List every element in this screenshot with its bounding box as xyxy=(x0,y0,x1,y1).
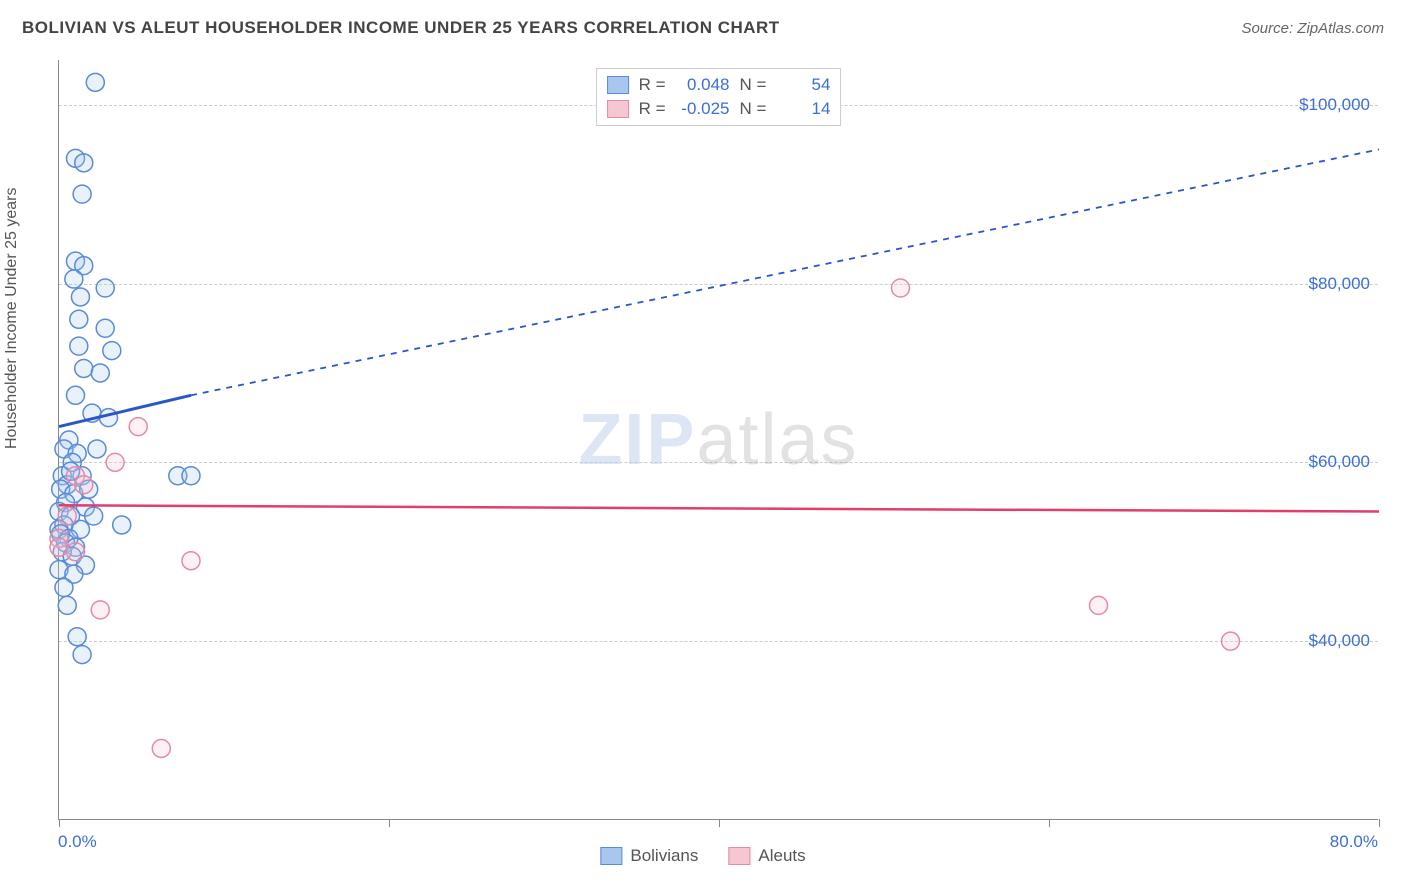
chart-title: BOLIVIAN VS ALEUT HOUSEHOLDER INCOME UND… xyxy=(22,18,780,38)
regression-line-solid xyxy=(59,505,1379,511)
legend-label-aleuts: Aleuts xyxy=(758,846,805,866)
y-axis-title: Householder Income Under 25 years xyxy=(3,188,21,449)
legend-item-aleuts: Aleuts xyxy=(728,846,805,866)
data-point xyxy=(86,73,104,91)
data-point xyxy=(85,507,103,525)
legend-correlation: R = 0.048 N = 54 R = -0.025 N = 14 xyxy=(596,68,842,126)
r-label: R = xyxy=(639,75,666,95)
data-point xyxy=(1090,596,1108,614)
scatter-svg xyxy=(59,60,1379,820)
data-point xyxy=(67,543,85,561)
data-point xyxy=(96,319,114,337)
x-tick xyxy=(719,819,720,827)
chart-header: BOLIVIAN VS ALEUT HOUSEHOLDER INCOME UND… xyxy=(0,0,1406,38)
regression-line-dashed xyxy=(191,149,1379,395)
x-label-min: 0.0% xyxy=(58,832,97,852)
x-tick xyxy=(59,819,60,827)
data-point xyxy=(73,646,91,664)
swatch-bolivians-bottom xyxy=(600,847,622,865)
data-point xyxy=(67,386,85,404)
data-point xyxy=(103,342,121,360)
data-point xyxy=(182,552,200,570)
x-label-max: 80.0% xyxy=(1330,832,1378,852)
n-label: N = xyxy=(740,75,767,95)
x-tick xyxy=(389,819,390,827)
data-point xyxy=(88,440,106,458)
n-label: N = xyxy=(740,99,767,119)
r-value-bolivians: 0.048 xyxy=(676,75,730,95)
data-point xyxy=(70,310,88,328)
data-point xyxy=(152,739,170,757)
legend-item-bolivians: Bolivians xyxy=(600,846,698,866)
data-point xyxy=(55,579,73,597)
legend-series: Bolivians Aleuts xyxy=(600,846,805,866)
data-point xyxy=(182,467,200,485)
data-point xyxy=(91,364,109,382)
legend-row-aleuts: R = -0.025 N = 14 xyxy=(607,97,831,121)
data-point xyxy=(65,270,83,288)
data-point xyxy=(58,507,76,525)
data-point xyxy=(71,288,89,306)
swatch-aleuts-bottom xyxy=(728,847,750,865)
data-point xyxy=(129,418,147,436)
chart-source: Source: ZipAtlas.com xyxy=(1241,20,1384,37)
data-point xyxy=(73,185,91,203)
data-point xyxy=(75,476,93,494)
data-point xyxy=(892,279,910,297)
legend-label-bolivians: Bolivians xyxy=(630,846,698,866)
data-point xyxy=(96,279,114,297)
data-point xyxy=(68,628,86,646)
data-point xyxy=(113,516,131,534)
plot-area: ZIPatlas R = 0.048 N = 54 R = -0.025 N =… xyxy=(58,60,1378,820)
x-tick xyxy=(1379,819,1380,827)
data-point xyxy=(70,337,88,355)
data-point xyxy=(91,601,109,619)
r-label: R = xyxy=(639,99,666,119)
r-value-aleuts: -0.025 xyxy=(676,99,730,119)
data-point xyxy=(75,359,93,377)
legend-row-bolivians: R = 0.048 N = 54 xyxy=(607,73,831,97)
data-point xyxy=(106,453,124,471)
n-value-aleuts: 14 xyxy=(776,99,830,119)
data-point xyxy=(50,538,68,556)
data-point xyxy=(75,154,93,172)
data-point xyxy=(1222,632,1240,650)
n-value-bolivians: 54 xyxy=(776,75,830,95)
swatch-bolivians xyxy=(607,76,629,94)
x-tick xyxy=(1049,819,1050,827)
swatch-aleuts xyxy=(607,100,629,118)
data-point xyxy=(58,596,76,614)
